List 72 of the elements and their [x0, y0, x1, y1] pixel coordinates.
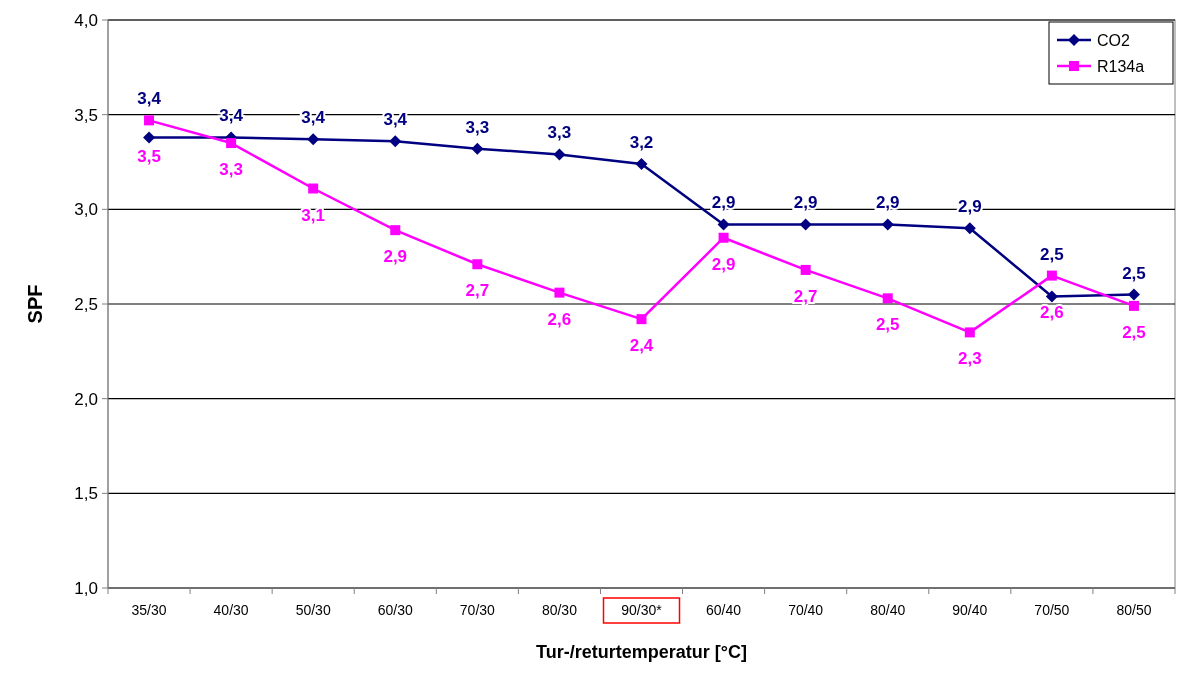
data-label: 3,1: [301, 205, 326, 225]
x-tick-label: 60/30: [377, 602, 413, 618]
data-label: 2,9: [711, 254, 736, 274]
data-label: 2,7: [793, 286, 818, 306]
y-tick-label: 2,5: [74, 295, 98, 314]
y-tick-label: 3,0: [74, 200, 98, 220]
point: [472, 259, 483, 270]
data-label: 3,5: [137, 147, 161, 167]
data-label: 2,9: [711, 193, 736, 213]
y-tick-label: 2,0: [74, 389, 98, 409]
x-tick-label: 70/30: [459, 602, 496, 618]
data-label: 2,9: [793, 193, 818, 213]
data-label: 2,5: [1040, 244, 1064, 264]
point: [1128, 300, 1139, 311]
point: [635, 157, 648, 170]
y-tick-label: 3,5: [74, 105, 98, 125]
point: [554, 287, 565, 298]
data-label: 3,2: [629, 132, 654, 152]
data-label: 2,6: [547, 309, 572, 329]
data-label: 3,3: [547, 123, 572, 143]
legend-label: CO2: [1097, 32, 1130, 49]
x-tick-label: 70/50: [1034, 602, 1070, 618]
data-label: 3,3: [465, 117, 490, 137]
data-label: 2,9: [875, 193, 900, 213]
x-tick-label: 90/40: [952, 602, 988, 618]
point: [636, 314, 647, 325]
data-label: 3,4: [137, 89, 162, 109]
x-tick-label: 80/30: [541, 602, 578, 618]
point: [144, 115, 155, 126]
point: [964, 327, 975, 338]
y-tick-label: 4,0: [74, 11, 98, 30]
point: [1127, 288, 1140, 301]
y-tick-label: 1,0: [74, 579, 98, 598]
data-label: 2,3: [957, 349, 982, 369]
point: [553, 148, 566, 161]
data-label: 2,9: [383, 247, 408, 267]
x-tick-label: 40/30: [213, 602, 249, 618]
point: [963, 222, 976, 235]
x-tick-label: 35/30: [131, 602, 167, 618]
data-label: 2,5: [1122, 263, 1146, 283]
point: [308, 183, 319, 194]
point: [718, 232, 729, 243]
y-axis-title: SPF: [24, 284, 46, 324]
legend-label: R134a: [1097, 58, 1145, 75]
point: [226, 138, 237, 149]
point: [1046, 270, 1057, 281]
data-label: 2,6: [1040, 302, 1064, 322]
point: [389, 135, 402, 148]
point: [799, 218, 812, 231]
x-axis-title: Tur-/returtemperatur [°C]: [536, 642, 747, 662]
point: [307, 133, 320, 146]
data-label: 3,3: [219, 160, 243, 180]
point: [881, 218, 894, 231]
x-tick-label: 80/50: [1116, 602, 1152, 618]
data-label: 3,4: [383, 110, 408, 130]
point: [143, 131, 156, 144]
data-label: 2,7: [465, 281, 490, 301]
x-tick-label: 60/40: [706, 602, 742, 618]
x-tick-label: 50/30: [295, 602, 331, 618]
point: [390, 225, 401, 236]
y-tick-label: 1,5: [74, 484, 98, 504]
point: [800, 264, 811, 275]
point: [471, 142, 484, 155]
point: [882, 293, 893, 304]
x-tick-label: 90/30*: [621, 602, 663, 618]
x-tick-label: 70/40: [788, 602, 824, 618]
data-label: 2,5: [1122, 322, 1146, 342]
data-label: 2,4: [629, 336, 654, 356]
point: [1045, 290, 1058, 303]
point: [717, 218, 730, 231]
x-tick-label: 80/40: [870, 602, 906, 618]
data-label: 2,5: [875, 315, 900, 335]
